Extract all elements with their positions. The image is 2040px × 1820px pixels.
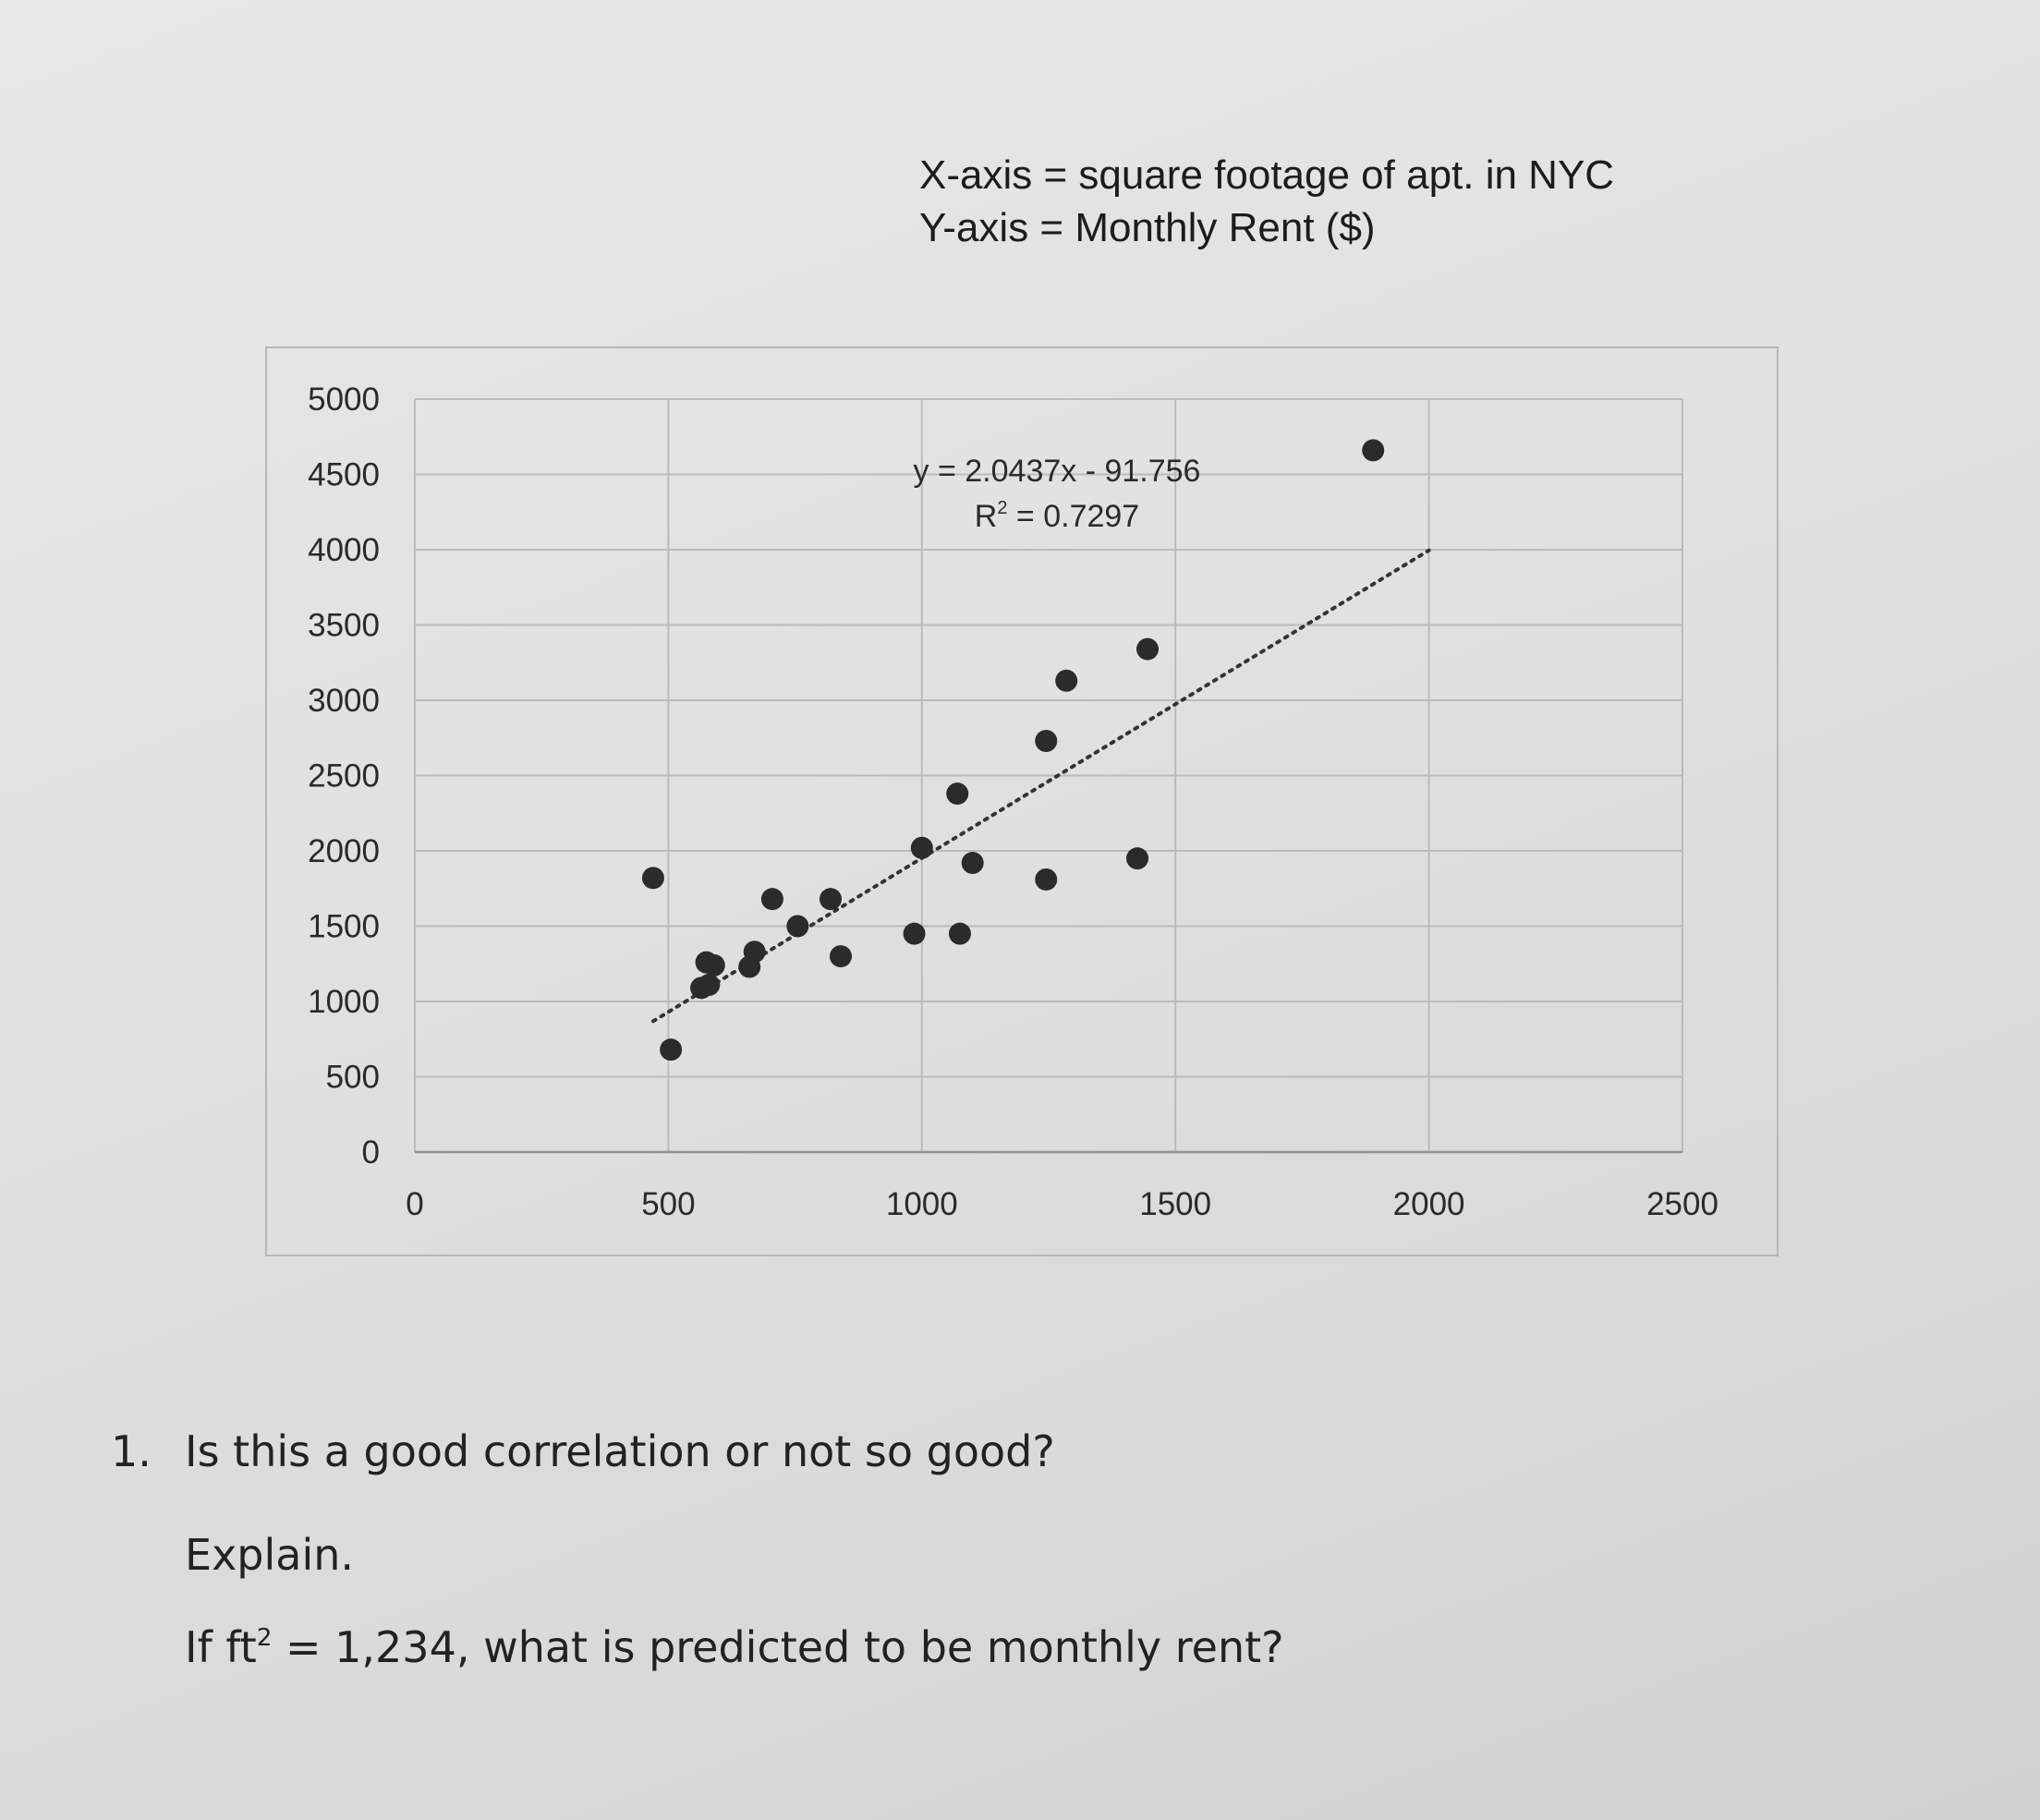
x-tick-label: 500 <box>641 1186 695 1222</box>
data-point <box>786 915 809 938</box>
data-point <box>702 953 725 977</box>
data-point <box>641 867 664 890</box>
data-point <box>1136 637 1160 661</box>
y-tick-label: 1000 <box>308 984 380 1020</box>
y-tick-label: 3000 <box>308 683 380 719</box>
data-point <box>760 888 783 911</box>
r-squared-label: R2 = 0.7297 <box>975 498 1139 534</box>
question-prediction: If ft2 = 1,234, what is predicted to be … <box>185 1626 1284 1668</box>
y-tick-labels: 0 500 1000 1500 2000 2500 3000 3500 4000 4500 5000 <box>308 382 380 1171</box>
x-axis-caption: X-axis = square footage of apt. in NYC <box>919 152 1615 198</box>
y-tick-label: 2500 <box>308 758 380 795</box>
question-explain: Explain. <box>185 1530 355 1580</box>
data-point <box>660 1038 683 1062</box>
data-point <box>946 783 969 806</box>
data-point <box>698 974 721 997</box>
data-point <box>903 922 926 945</box>
y-tick-label: 3500 <box>308 608 380 644</box>
r-squared-value: = 0.7297 <box>1007 499 1139 534</box>
x-tick-label: 2500 <box>1646 1186 1718 1222</box>
trendline <box>650 548 1431 1024</box>
x-tick-labels: 0 500 1000 1500 2000 2500 <box>406 1186 1718 1222</box>
y-tick-label: 4500 <box>308 457 380 493</box>
trendline-path <box>650 548 1431 1024</box>
r-squared-exp: 2 <box>997 498 1007 518</box>
data-point <box>910 836 933 859</box>
data-point <box>948 922 971 945</box>
data-point <box>961 852 984 875</box>
question-prediction-prefix: If ft <box>185 1622 257 1672</box>
data-point <box>1362 439 1385 462</box>
x-tick-label: 0 <box>406 1186 423 1222</box>
question-prediction-exp: 2 <box>256 1624 273 1652</box>
y-tick-label: 5000 <box>308 382 380 418</box>
data-point <box>1035 868 1058 891</box>
data-point <box>743 940 766 964</box>
data-point <box>829 945 852 968</box>
scatter-chart: 0 500 1000 1500 2000 2500 0500100015002000250… <box>308 382 1718 1222</box>
y-tick-label: 0 <box>362 1134 380 1171</box>
question-correlation: Is this a good correlation or not so goo… <box>185 1426 1055 1476</box>
x-tick-label: 2000 <box>1393 1186 1465 1222</box>
y-tick-label: 2000 <box>308 833 380 869</box>
y-axis-caption: Y-axis = Monthly Rent ($) <box>919 205 1376 250</box>
grid <box>414 398 1683 1154</box>
question-number: 1. <box>111 1426 152 1476</box>
question-prediction-suffix: = 1,234, what is predicted to be monthly… <box>272 1622 1284 1672</box>
data-point <box>1126 847 1149 870</box>
data-point <box>1055 669 1078 692</box>
data-point <box>1035 730 1058 753</box>
r-squared-prefix: R <box>975 499 998 534</box>
x-tick-label: 1500 <box>1139 1186 1211 1222</box>
data-point <box>820 888 843 911</box>
y-tick-label: 4000 <box>308 532 380 568</box>
trendline-equation: y = 2.0437x - 91.756 <box>914 454 1201 489</box>
chart-frame: 0 500 1000 1500 2000 2500 0 500 1000 1500 2000 250… <box>265 346 1779 1256</box>
y-tick-label: 1500 <box>308 909 380 945</box>
x-tick-label: 1000 <box>886 1186 958 1222</box>
y-tick-label: 500 <box>326 1060 380 1096</box>
data-points <box>641 439 1385 1062</box>
